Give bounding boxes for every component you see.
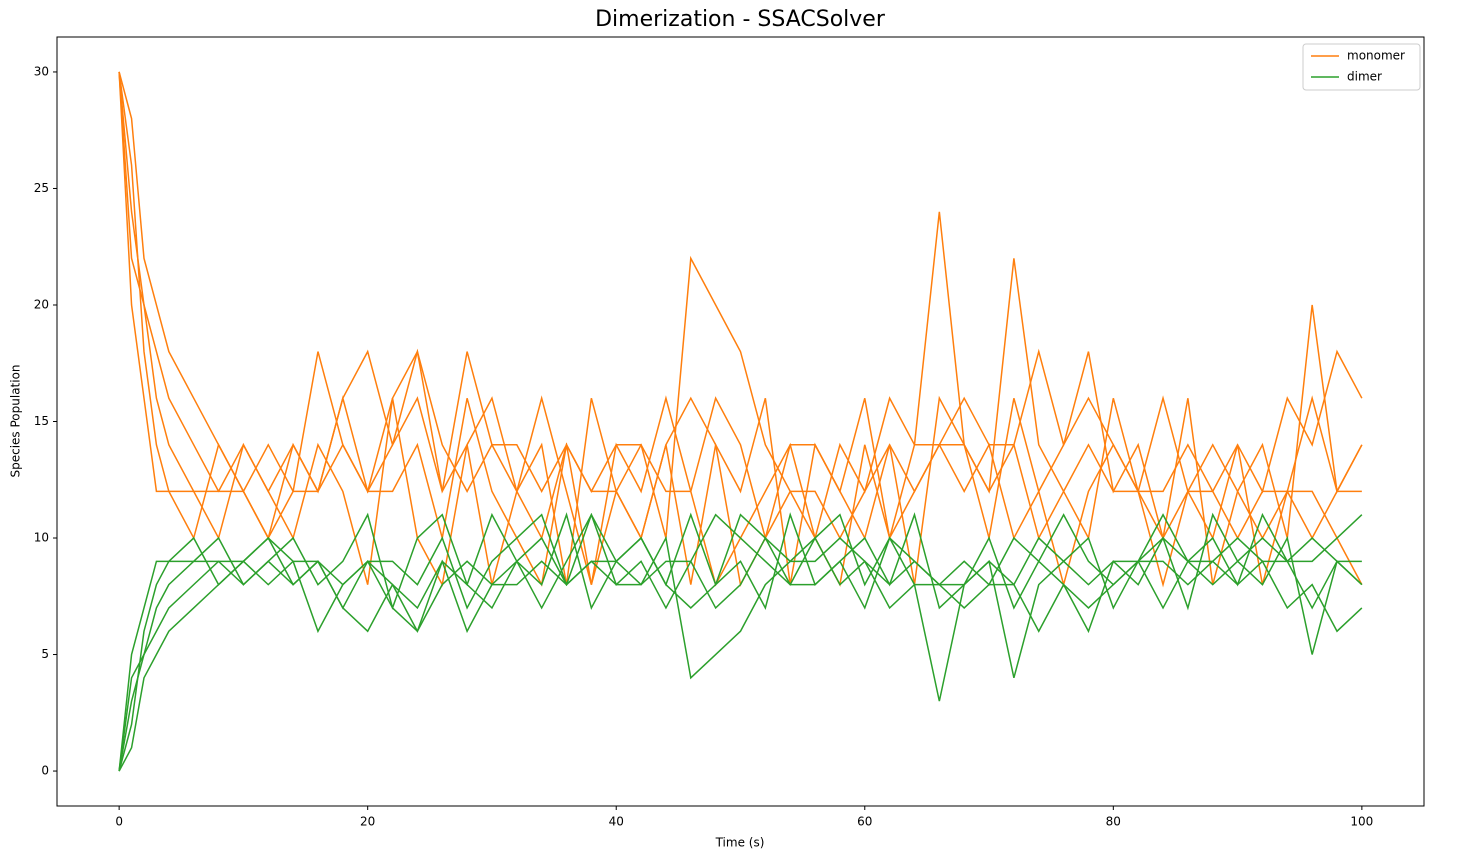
legend-label: monomer bbox=[1347, 49, 1405, 63]
series-line bbox=[118, 71, 1362, 541]
series-line bbox=[118, 71, 1363, 587]
x-axis-label: Time (s) bbox=[715, 836, 765, 850]
y-tick-label: 5 bbox=[41, 647, 49, 661]
series-line bbox=[118, 71, 1363, 588]
plot-frame bbox=[56, 36, 1425, 807]
series-line bbox=[118, 512, 1363, 772]
y-tick-label: 30 bbox=[34, 64, 49, 78]
x-tick-label: 20 bbox=[360, 815, 375, 829]
x-tick-label: 60 bbox=[857, 815, 872, 829]
legend-label: dimer bbox=[1347, 70, 1382, 84]
series-line bbox=[118, 535, 1362, 772]
x-tick-label: 100 bbox=[1350, 815, 1373, 829]
series-line bbox=[118, 512, 1363, 772]
y-tick-label: 20 bbox=[34, 297, 49, 311]
series-line bbox=[118, 71, 1363, 585]
series-line bbox=[118, 71, 1363, 588]
y-axis-label: Species Population bbox=[9, 364, 23, 477]
y-tick-label: 0 bbox=[41, 764, 49, 778]
x-tick-label: 40 bbox=[609, 815, 624, 829]
x-tick-label: 80 bbox=[1106, 815, 1121, 829]
y-tick-label: 25 bbox=[34, 181, 49, 195]
chart-title: Dimerization - SSACSolver bbox=[595, 7, 886, 32]
y-tick-label: 10 bbox=[34, 531, 49, 545]
x-tick-label: 0 bbox=[115, 815, 123, 829]
series-line bbox=[118, 513, 1363, 772]
y-tick-label: 15 bbox=[34, 414, 49, 428]
series-line bbox=[118, 512, 1363, 772]
